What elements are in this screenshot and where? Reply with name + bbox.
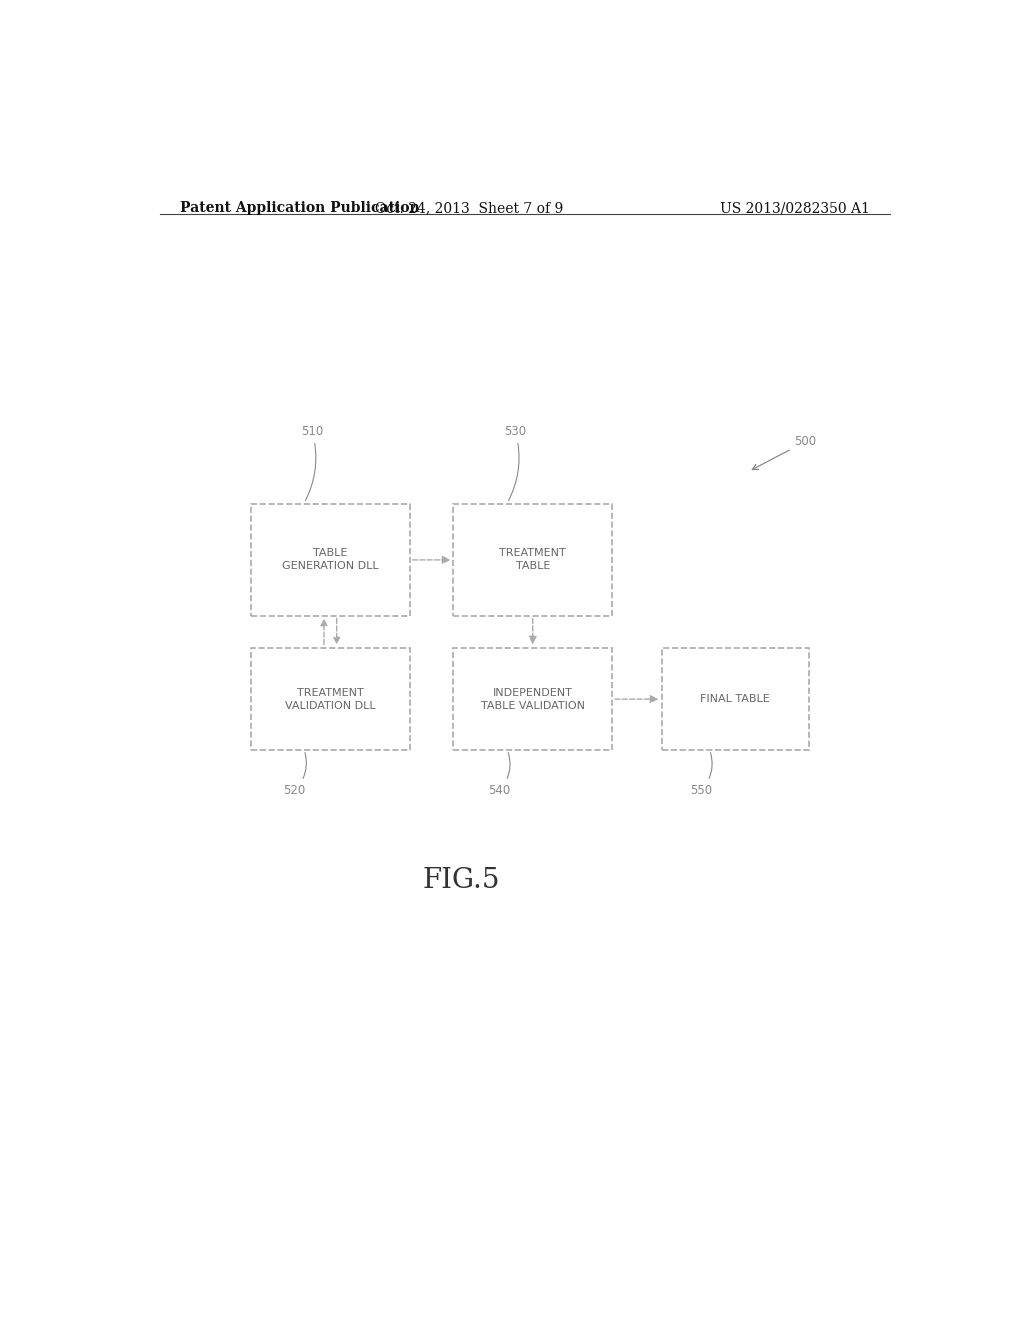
Text: 550: 550 [690, 752, 712, 797]
Text: FIG.5: FIG.5 [423, 866, 500, 894]
Text: Oct. 24, 2013  Sheet 7 of 9: Oct. 24, 2013 Sheet 7 of 9 [375, 201, 563, 215]
Text: TABLE
GENERATION DLL: TABLE GENERATION DLL [282, 548, 379, 572]
FancyBboxPatch shape [662, 648, 809, 750]
FancyBboxPatch shape [454, 648, 612, 750]
Text: 520: 520 [284, 752, 306, 797]
Text: 500: 500 [753, 436, 817, 470]
Text: US 2013/0282350 A1: US 2013/0282350 A1 [720, 201, 870, 215]
Text: 530: 530 [504, 425, 526, 500]
Text: FINAL TABLE: FINAL TABLE [700, 694, 770, 704]
Text: Patent Application Publication: Patent Application Publication [179, 201, 419, 215]
FancyBboxPatch shape [454, 504, 612, 616]
FancyBboxPatch shape [251, 648, 410, 750]
FancyBboxPatch shape [251, 504, 410, 616]
Text: TREATMENT
TABLE: TREATMENT TABLE [500, 548, 566, 572]
Text: INDEPENDENT
TABLE VALIDATION: INDEPENDENT TABLE VALIDATION [480, 688, 585, 710]
Text: 540: 540 [488, 752, 511, 797]
Text: TREATMENT
VALIDATION DLL: TREATMENT VALIDATION DLL [285, 688, 376, 710]
Text: 510: 510 [301, 425, 324, 500]
